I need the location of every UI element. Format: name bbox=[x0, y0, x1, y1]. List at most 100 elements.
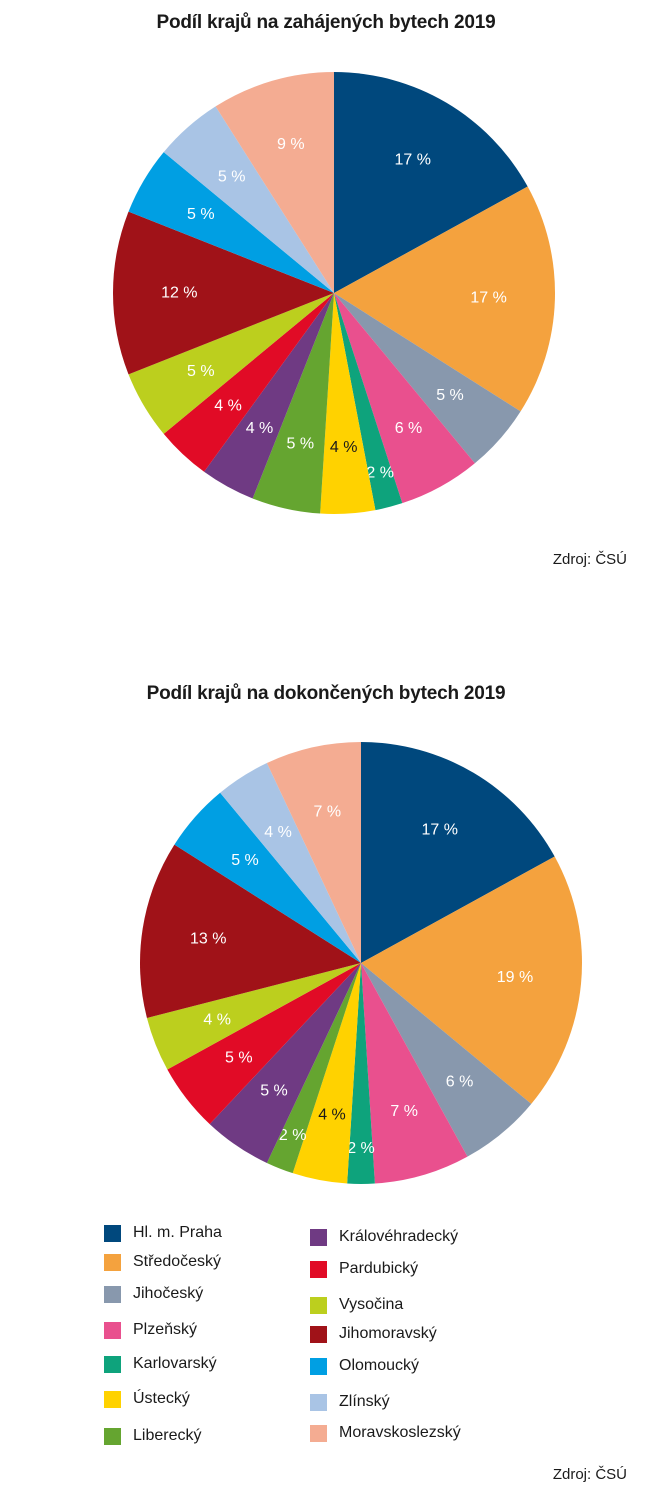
pie-slice-3 bbox=[334, 293, 475, 504]
pie-slice-1 bbox=[361, 856, 582, 1104]
slice-label-6: 2 % bbox=[279, 1127, 307, 1144]
legend-item: Vysočina bbox=[310, 1294, 403, 1316]
pie-slice-13 bbox=[266, 742, 361, 963]
legend-item: Ústecký bbox=[104, 1388, 190, 1410]
slice-label-5: 4 % bbox=[318, 1107, 346, 1124]
chart-2-source: Zdroj: ČSÚ bbox=[552, 1466, 627, 1483]
legend-swatch bbox=[310, 1357, 327, 1375]
pie-slice-13 bbox=[215, 72, 334, 293]
legend-swatch bbox=[104, 1390, 121, 1408]
pie-slice-11 bbox=[174, 792, 361, 963]
pie-slice-10 bbox=[139, 844, 361, 1018]
pie-chart-started-flats: 17 %17 %5 %6 %2 %4 %5 %4 %4 %5 %12 %5 %5… bbox=[112, 72, 556, 514]
legend-item: Jihomoravský bbox=[310, 1323, 437, 1345]
slice-label-2: 6 % bbox=[446, 1074, 474, 1091]
slice-label-7: 5 % bbox=[260, 1082, 288, 1099]
slice-label-1: 19 % bbox=[497, 969, 533, 986]
slice-label-1: 17 % bbox=[470, 289, 506, 306]
slice-label-6: 5 % bbox=[287, 436, 315, 453]
legend-swatch bbox=[104, 1355, 121, 1373]
pie-slice-12 bbox=[220, 763, 361, 963]
legend-item: Jihočeský bbox=[104, 1283, 203, 1305]
legend-item: Hl. m. Praha bbox=[104, 1222, 222, 1244]
legend-swatch bbox=[104, 1224, 121, 1242]
legend-label: Moravskoslezský bbox=[339, 1424, 461, 1441]
pie-chart-completed-flats: 17 %19 %6 %7 %2 %4 %2 %5 %5 %4 %13 %5 %4… bbox=[139, 742, 582, 1184]
legend-swatch bbox=[310, 1325, 327, 1343]
pie-slice-11 bbox=[128, 152, 334, 293]
legend-item: Zlínský bbox=[310, 1391, 390, 1413]
legend-swatch bbox=[310, 1260, 327, 1278]
pie-slice-8 bbox=[167, 963, 361, 1125]
pie-slice-7 bbox=[204, 293, 334, 499]
chart-1-source: Zdroj: ČSÚ bbox=[552, 551, 627, 568]
pie-slice-10 bbox=[112, 211, 334, 375]
pie-slice-8 bbox=[163, 293, 334, 472]
legend-label: Ústecký bbox=[133, 1390, 190, 1407]
slice-label-3: 7 % bbox=[390, 1103, 418, 1120]
legend-swatch bbox=[104, 1321, 121, 1339]
legend-swatch bbox=[104, 1285, 121, 1303]
pie-slice-2 bbox=[361, 963, 532, 1157]
legend-label: Liberecký bbox=[133, 1427, 202, 1444]
slice-label-11: 5 % bbox=[187, 206, 215, 223]
slice-label-2: 5 % bbox=[436, 387, 464, 404]
slice-label-3: 6 % bbox=[395, 420, 423, 437]
legend-item: Středočeský bbox=[104, 1251, 221, 1273]
legend-swatch bbox=[310, 1228, 327, 1246]
slice-label-12: 4 % bbox=[264, 824, 292, 841]
legend-label: Královéhradecký bbox=[339, 1228, 459, 1245]
slice-label-5: 4 % bbox=[330, 439, 358, 456]
slice-label-8: 5 % bbox=[225, 1049, 253, 1066]
legend-swatch bbox=[104, 1427, 121, 1445]
slice-label-4: 2 % bbox=[347, 1140, 375, 1157]
pie-slice-0 bbox=[334, 72, 528, 293]
slice-label-7: 4 % bbox=[246, 420, 274, 437]
slice-label-9: 5 % bbox=[187, 363, 215, 380]
legend-item: Pardubický bbox=[310, 1258, 418, 1280]
slice-label-11: 5 % bbox=[231, 852, 259, 869]
legend-label: Jihočeský bbox=[133, 1285, 204, 1302]
slice-label-10: 13 % bbox=[190, 930, 226, 947]
pie-slice-1 bbox=[334, 186, 556, 412]
legend-label: Vysočina bbox=[339, 1296, 404, 1313]
legend-item: Královéhradecký bbox=[310, 1226, 458, 1248]
slice-label-4: 2 % bbox=[366, 464, 394, 481]
slice-label-9: 4 % bbox=[203, 1011, 231, 1028]
legend-swatch bbox=[310, 1393, 327, 1411]
pie-slice-5 bbox=[320, 293, 376, 514]
legend-label: Olomoucký bbox=[339, 1357, 420, 1374]
pie-slice-2 bbox=[334, 293, 521, 464]
pie-slice-12 bbox=[163, 106, 334, 294]
pie-slice-4 bbox=[334, 293, 403, 511]
slice-label-13: 7 % bbox=[314, 804, 342, 821]
chart-1-title: Podíl krajů na zahájených bytech 2019 bbox=[156, 12, 496, 33]
legend-swatch bbox=[310, 1296, 327, 1314]
slice-label-13: 9 % bbox=[277, 136, 305, 153]
pie-slice-6 bbox=[252, 293, 334, 514]
legend-swatch bbox=[104, 1253, 121, 1271]
pie-slice-4 bbox=[347, 963, 375, 1184]
legend-swatch bbox=[310, 1424, 327, 1442]
pie-slice-5 bbox=[292, 963, 361, 1184]
legend-label: Plzeňský bbox=[133, 1321, 198, 1338]
slice-label-0: 17 % bbox=[421, 821, 457, 838]
legend-label: Karlovarský bbox=[133, 1355, 217, 1372]
chart-2-title: Podíl krajů na dokončených bytech 2019 bbox=[146, 683, 506, 704]
slice-label-8: 4 % bbox=[214, 397, 242, 414]
pie-slice-7 bbox=[209, 963, 361, 1163]
legend-item: Karlovarský bbox=[104, 1353, 217, 1375]
slice-label-10: 12 % bbox=[161, 285, 197, 302]
legend-item: Olomoucký bbox=[310, 1355, 419, 1377]
legend-item: Moravskoslezský bbox=[310, 1422, 461, 1444]
pie-slice-9 bbox=[146, 963, 361, 1070]
slice-label-12: 5 % bbox=[218, 169, 246, 186]
pie-slice-6 bbox=[266, 963, 361, 1174]
legend-label: Pardubický bbox=[339, 1260, 419, 1277]
legend-item: Liberecký bbox=[104, 1425, 201, 1447]
pie-slice-3 bbox=[361, 963, 468, 1184]
legend-label: Hl. m. Praha bbox=[133, 1224, 222, 1241]
legend-label: Zlínský bbox=[339, 1393, 390, 1410]
legend-label: Středočeský bbox=[133, 1253, 222, 1270]
slice-label-0: 17 % bbox=[394, 151, 430, 168]
